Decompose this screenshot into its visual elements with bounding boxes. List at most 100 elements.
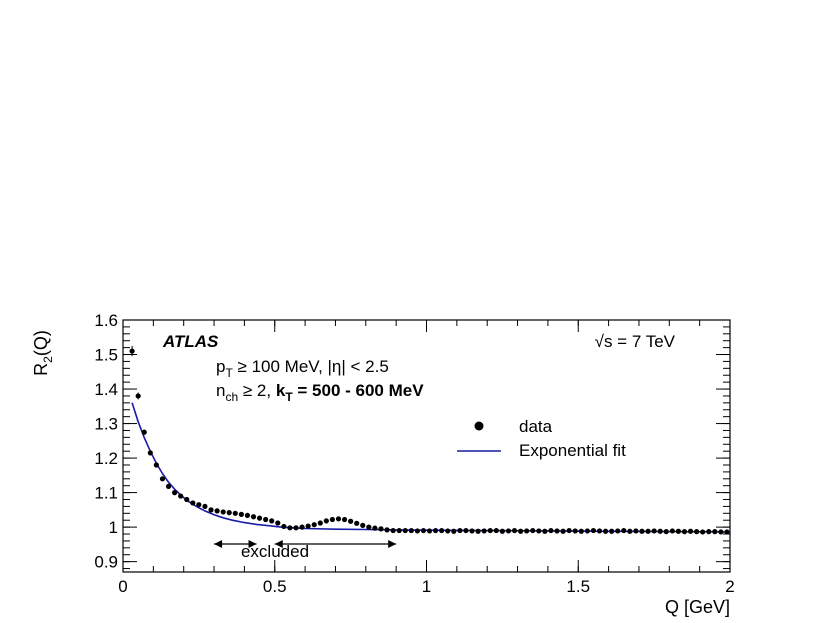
selection-pt-rest: ≥ 100 MeV, |η| < 2.5 <box>233 357 389 376</box>
y-axis-title-main: R <box>31 363 51 376</box>
data-point <box>511 527 518 534</box>
data-point <box>487 527 493 534</box>
y-tick-label: 1.2 <box>94 449 118 468</box>
data-point <box>681 529 688 535</box>
y-tick-label: 1.5 <box>94 346 118 365</box>
data-point <box>190 500 196 506</box>
excluded-region: excluded <box>214 540 397 561</box>
data-point <box>184 496 190 503</box>
data-point <box>372 525 378 531</box>
data-point <box>354 520 360 526</box>
data-point <box>615 528 621 534</box>
data-point <box>341 516 348 523</box>
data-point <box>609 528 615 534</box>
data-point <box>305 523 311 529</box>
y-tick-label: 1.1 <box>94 484 118 503</box>
data-point <box>202 503 208 510</box>
data-point <box>281 523 287 530</box>
selection-line-2: nch ≥ 2, kT = 500 - 600 MeV <box>216 381 424 404</box>
data-point <box>463 527 469 534</box>
data-point <box>584 528 590 534</box>
data-point <box>560 528 566 534</box>
data-point <box>433 527 439 534</box>
data-point <box>548 527 554 534</box>
data-point <box>700 529 706 535</box>
data-point <box>663 529 669 535</box>
data-point <box>178 493 184 499</box>
data-point <box>627 528 633 534</box>
data-point <box>378 526 384 532</box>
selection-kt-sub: T <box>285 390 293 404</box>
data-point <box>147 450 153 456</box>
data-point <box>390 527 396 534</box>
data-point <box>408 527 414 534</box>
legend: data Exponential fit <box>457 417 626 460</box>
x-tick-label: 0.5 <box>263 577 287 596</box>
data-point <box>323 518 329 524</box>
data-point <box>657 528 663 534</box>
data-point <box>596 528 603 534</box>
data-point <box>317 520 323 526</box>
data-point <box>293 525 299 531</box>
y-axis: 0.9 1 1.1 1.2 1.3 1.4 1.5 1.6 <box>94 311 730 572</box>
data-point <box>621 527 627 534</box>
selection-nch-rest: ≥ 2, <box>238 381 276 400</box>
data-point <box>651 528 657 534</box>
data-point <box>250 514 257 520</box>
data-point <box>420 527 427 534</box>
data-point <box>269 518 275 524</box>
data-point <box>214 508 220 514</box>
y-tick-label: 1 <box>109 518 118 537</box>
data-point <box>414 528 420 534</box>
data-point <box>348 518 354 524</box>
data-point <box>542 528 548 534</box>
data-point <box>457 527 463 534</box>
data-point <box>196 502 202 508</box>
selection-kt-range: = 500 - 600 MeV <box>293 381 425 400</box>
excluded-arrowhead-right-start <box>274 540 283 548</box>
selection-nch-sub: ch <box>225 390 238 404</box>
data-point <box>159 476 166 482</box>
energy-label: √s = 7 TeV <box>595 332 676 351</box>
y-tick-label: 1.3 <box>94 415 118 434</box>
data-point <box>244 512 251 518</box>
data-point <box>481 528 487 534</box>
data-point <box>171 490 178 496</box>
data-point <box>530 527 536 534</box>
data-point <box>524 528 530 534</box>
excluded-arrowhead-left-end <box>248 540 257 548</box>
data-point <box>311 522 317 528</box>
data-point <box>439 527 445 534</box>
excluded-label: excluded <box>241 542 309 561</box>
data-point <box>226 510 232 516</box>
excluded-arrowhead-left-start <box>214 540 223 548</box>
data-point <box>554 528 560 534</box>
selection-pt-sub: T <box>225 366 233 380</box>
data-point <box>633 528 639 534</box>
data-point <box>426 528 433 534</box>
plot-frame <box>122 319 731 573</box>
data-point <box>153 462 159 468</box>
data-point <box>572 528 578 534</box>
data-point <box>232 510 238 516</box>
data-point <box>669 528 675 534</box>
data-point <box>129 348 135 354</box>
data-point <box>517 528 524 534</box>
data-point <box>706 529 712 535</box>
x-tick-label: 0 <box>118 577 127 596</box>
x-tick-label: 1.5 <box>566 577 590 596</box>
y-axis-title-tail: (Q) <box>31 330 51 356</box>
data-point <box>396 527 402 534</box>
selection-line-1: pT ≥ 100 MeV, |η| < 2.5 <box>216 357 389 380</box>
legend-label-fit: Exponential fit <box>519 441 626 460</box>
data-point <box>275 520 281 526</box>
data-point <box>499 528 505 534</box>
data-point <box>445 528 451 534</box>
x-tick-label: 2 <box>725 577 734 596</box>
data-point <box>475 528 481 534</box>
selection-pt-main: p <box>216 357 225 376</box>
data-point <box>505 528 512 534</box>
data-point <box>712 529 718 535</box>
selection-nch-main: n <box>216 381 225 400</box>
